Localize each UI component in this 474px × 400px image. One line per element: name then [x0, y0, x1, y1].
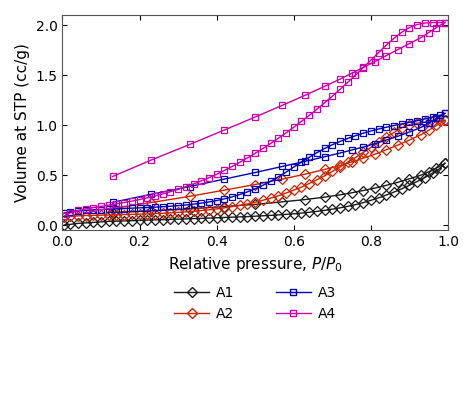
Y-axis label: Volume at STP (cc/g): Volume at STP (cc/g): [15, 43, 30, 202]
X-axis label: Relative pressure, $P/P_0$: Relative pressure, $P/P_0$: [168, 255, 343, 274]
Legend: A1, A2, A3, A4: A1, A2, A3, A4: [169, 280, 342, 326]
